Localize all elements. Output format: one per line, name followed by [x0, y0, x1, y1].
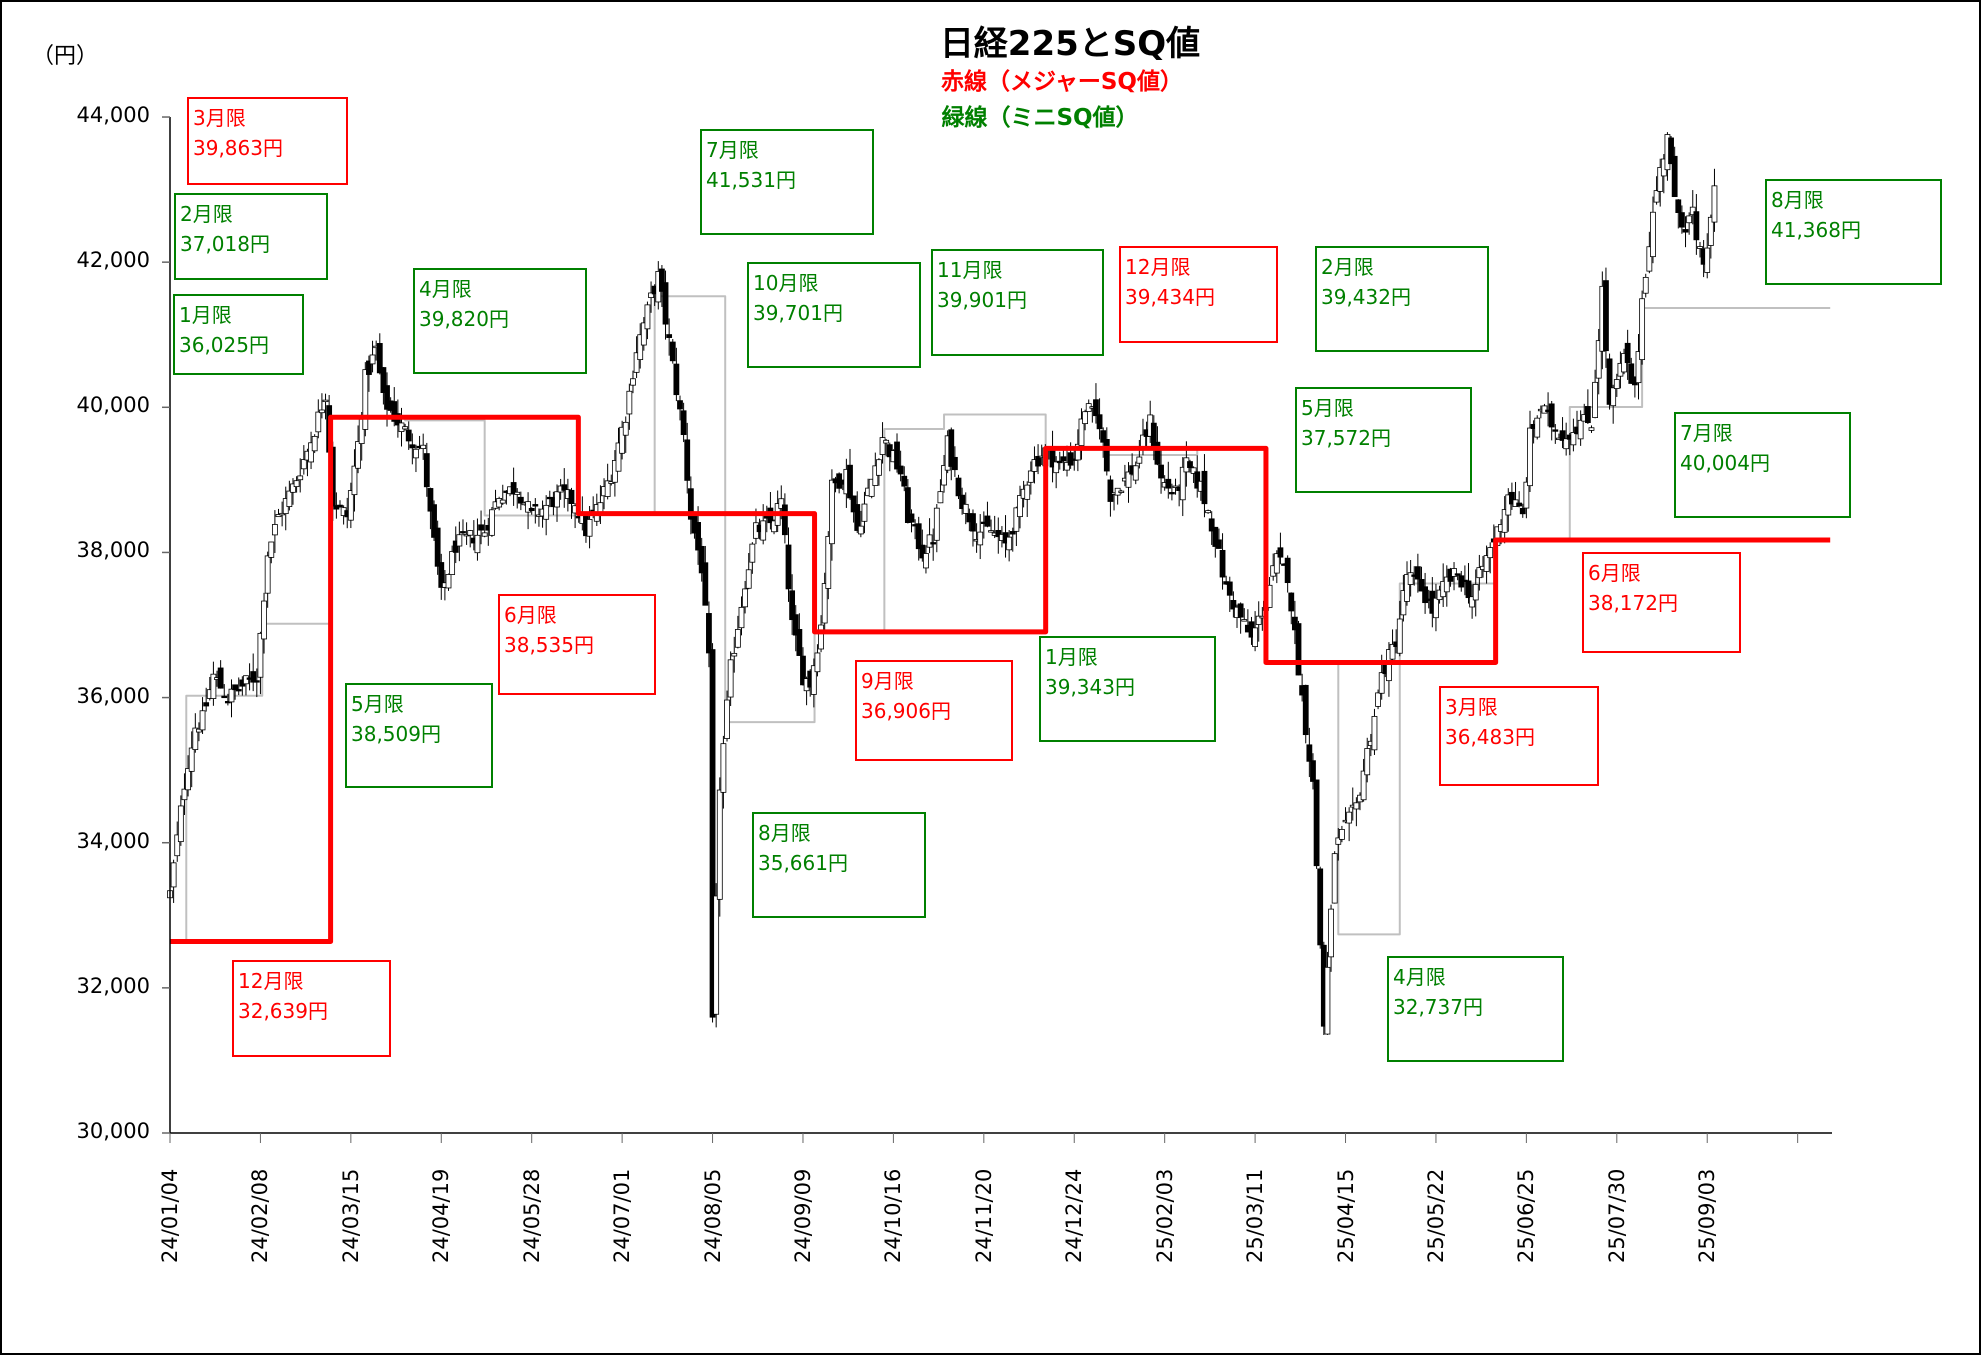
x-tick-label: 25/07/30 [1604, 1168, 1629, 1263]
contract-month-label: 9月限 [861, 669, 914, 693]
contract-month-label: 2月限 [180, 202, 233, 226]
sq-annotation-box: 12月限 39,434円 [1119, 246, 1278, 343]
contract-month-label: 5月限 [351, 692, 404, 716]
sq-value-label: 39,820円 [419, 307, 509, 331]
x-tick-label: 24/10/16 [881, 1168, 906, 1263]
contract-month-label: 10月限 [753, 271, 819, 295]
sq-value-label: 41,531円 [706, 168, 796, 192]
y-tick-label: 40,000 [76, 393, 150, 418]
contract-month-label: 4月限 [419, 277, 472, 301]
sq-value-label: 38,509円 [351, 722, 441, 746]
sq-value-label: 39,863円 [193, 136, 283, 160]
sq-value-label: 41,368円 [1771, 218, 1861, 242]
sq-annotation-box: 2月限 39,432円 [1315, 246, 1489, 352]
sq-annotation-box: 7月限 41,531円 [700, 129, 874, 235]
contract-month-label: 5月限 [1301, 396, 1354, 420]
sq-annotation-box: 5月限 38,509円 [345, 683, 493, 788]
sq-annotation-box: 1月限 36,025円 [173, 294, 304, 375]
x-tick-label: 24/05/28 [519, 1168, 544, 1263]
contract-month-label: 7月限 [706, 138, 759, 162]
sq-value-label: 40,004円 [1680, 451, 1770, 475]
contract-month-label: 2月限 [1321, 255, 1374, 279]
major-sq-line [170, 414, 1831, 944]
contract-month-label: 12月限 [238, 969, 304, 993]
sq-value-label: 39,701円 [753, 301, 843, 325]
sq-annotation-box: 10月限 39,701円 [747, 262, 921, 368]
sq-annotation-box: 4月限 32,737円 [1387, 956, 1564, 1062]
contract-month-label: 6月限 [1588, 561, 1641, 585]
legend-mini-sq: 緑線（ミニSQ値） [941, 105, 1139, 131]
sq-value-label: 36,025円 [179, 333, 269, 357]
sq-annotation-box: 4月限 39,820円 [413, 268, 587, 374]
sq-value-label: 37,018円 [180, 232, 270, 256]
sq-value-label: 39,901円 [937, 288, 1027, 312]
x-tick-label: 24/11/20 [971, 1168, 996, 1263]
sq-annotation-box: 3月限 36,483円 [1439, 686, 1599, 786]
contract-month-label: 11月限 [937, 258, 1003, 282]
sq-value-label: 32,639円 [238, 999, 328, 1023]
y-tick-label: 38,000 [76, 538, 150, 563]
y-tick-label: 32,000 [76, 973, 150, 998]
sq-value-label: 36,906円 [861, 699, 951, 723]
x-tick-label: 24/03/15 [338, 1168, 363, 1263]
contract-month-label: 3月限 [193, 106, 246, 130]
sq-annotation-box: 8月限 41,368円 [1765, 179, 1942, 285]
sq-annotation-box: 6月限 38,172円 [1582, 552, 1741, 653]
contract-month-label: 3月限 [1445, 695, 1498, 719]
sq-value-label: 39,343円 [1045, 675, 1135, 699]
sq-annotation-box: 3月限 39,863円 [187, 97, 348, 185]
chart-title: 日経225とSQ値 [939, 24, 1201, 64]
sq-annotation-box: 1月限 39,343円 [1039, 636, 1216, 742]
contract-month-label: 7月限 [1680, 421, 1733, 445]
contract-month-label: 1月限 [179, 303, 232, 327]
sq-annotation-box: 5月限 37,572円 [1295, 387, 1472, 493]
sq-annotation-box: 6月限 38,535円 [498, 594, 656, 695]
y-tick-label: 44,000 [76, 103, 150, 128]
contract-month-label: 8月限 [1771, 188, 1824, 212]
sq-annotation-box: 2月限 37,018円 [174, 193, 328, 280]
x-tick-label: 25/03/11 [1243, 1168, 1268, 1263]
sq-value-label: 35,661円 [758, 851, 848, 875]
x-tick-label: 24/02/08 [248, 1168, 273, 1263]
sq-value-label: 36,483円 [1445, 725, 1535, 749]
x-tick-label: 24/12/24 [1062, 1168, 1087, 1263]
y-tick-label: 42,000 [76, 248, 150, 273]
x-tick-label: 25/05/22 [1423, 1168, 1448, 1263]
sq-value-label: 38,172円 [1588, 591, 1678, 615]
sq-annotation-box: 9月限 36,906円 [855, 660, 1013, 761]
sq-annotation-box: 7月限 40,004円 [1674, 412, 1851, 518]
sq-value-label: 39,432円 [1321, 285, 1411, 309]
x-tick-label: 25/06/25 [1514, 1168, 1539, 1263]
y-tick-label: 36,000 [76, 683, 150, 708]
contract-month-label: 8月限 [758, 821, 811, 845]
x-tick-label: 24/07/01 [610, 1168, 635, 1263]
contract-month-label: 6月限 [504, 603, 557, 627]
legend-major-sq: 赤線（メジャーSQ値） [941, 69, 1183, 95]
x-tick-label: 25/02/03 [1152, 1168, 1177, 1263]
sq-value-label: 37,572円 [1301, 426, 1391, 450]
sq-value-label: 32,737円 [1393, 995, 1483, 1019]
axes [162, 116, 1832, 1143]
contract-month-label: 4月限 [1393, 965, 1446, 989]
contract-month-label: 12月限 [1125, 255, 1191, 279]
x-tick-label: 24/08/05 [700, 1168, 725, 1263]
sq-annotation-box: 11月限 39,901円 [931, 249, 1104, 356]
sq-value-label: 38,535円 [504, 633, 594, 657]
y-tick-label: 34,000 [76, 828, 150, 853]
sq-value-label: 39,434円 [1125, 285, 1215, 309]
x-tick-label: 24/01/04 [158, 1168, 182, 1263]
x-tick-label: 24/04/19 [429, 1168, 454, 1263]
x-tick-label: 25/09/03 [1695, 1168, 1720, 1263]
y-axis-unit-label: （円） [32, 44, 99, 69]
x-tick-label: 24/09/09 [790, 1168, 815, 1263]
sq-annotation-box: 8月限 35,661円 [752, 812, 926, 918]
sq-annotation-box: 12月限 32,639円 [232, 960, 391, 1057]
contract-month-label: 1月限 [1045, 645, 1098, 669]
y-tick-label: 30,000 [76, 1119, 150, 1143]
x-tick-label: 25/04/15 [1333, 1168, 1358, 1263]
